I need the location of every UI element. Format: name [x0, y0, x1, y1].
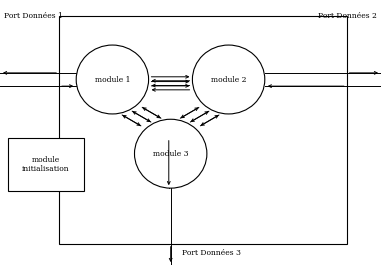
Text: module
initialisation: module initialisation	[22, 156, 69, 173]
Text: module 1: module 1	[94, 76, 130, 83]
Text: Port Données 3: Port Données 3	[182, 249, 241, 257]
Ellipse shape	[192, 45, 265, 114]
Text: Port Données 2: Port Données 2	[318, 12, 377, 20]
Bar	[8, 138, 84, 191]
Text: Port Données 1: Port Données 1	[4, 12, 63, 20]
Bar	[59, 16, 347, 244]
Text: module 3: module 3	[153, 150, 189, 158]
Ellipse shape	[134, 119, 207, 188]
Ellipse shape	[76, 45, 149, 114]
Text: module 2: module 2	[211, 76, 247, 83]
